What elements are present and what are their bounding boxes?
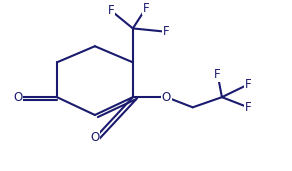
Text: F: F: [108, 4, 114, 17]
Text: O: O: [13, 91, 22, 104]
Text: F: F: [143, 2, 149, 15]
Text: F: F: [214, 68, 221, 81]
Text: F: F: [245, 78, 251, 91]
Text: O: O: [162, 91, 171, 104]
Text: O: O: [90, 131, 100, 144]
Text: F: F: [163, 25, 170, 38]
Text: F: F: [245, 101, 251, 114]
